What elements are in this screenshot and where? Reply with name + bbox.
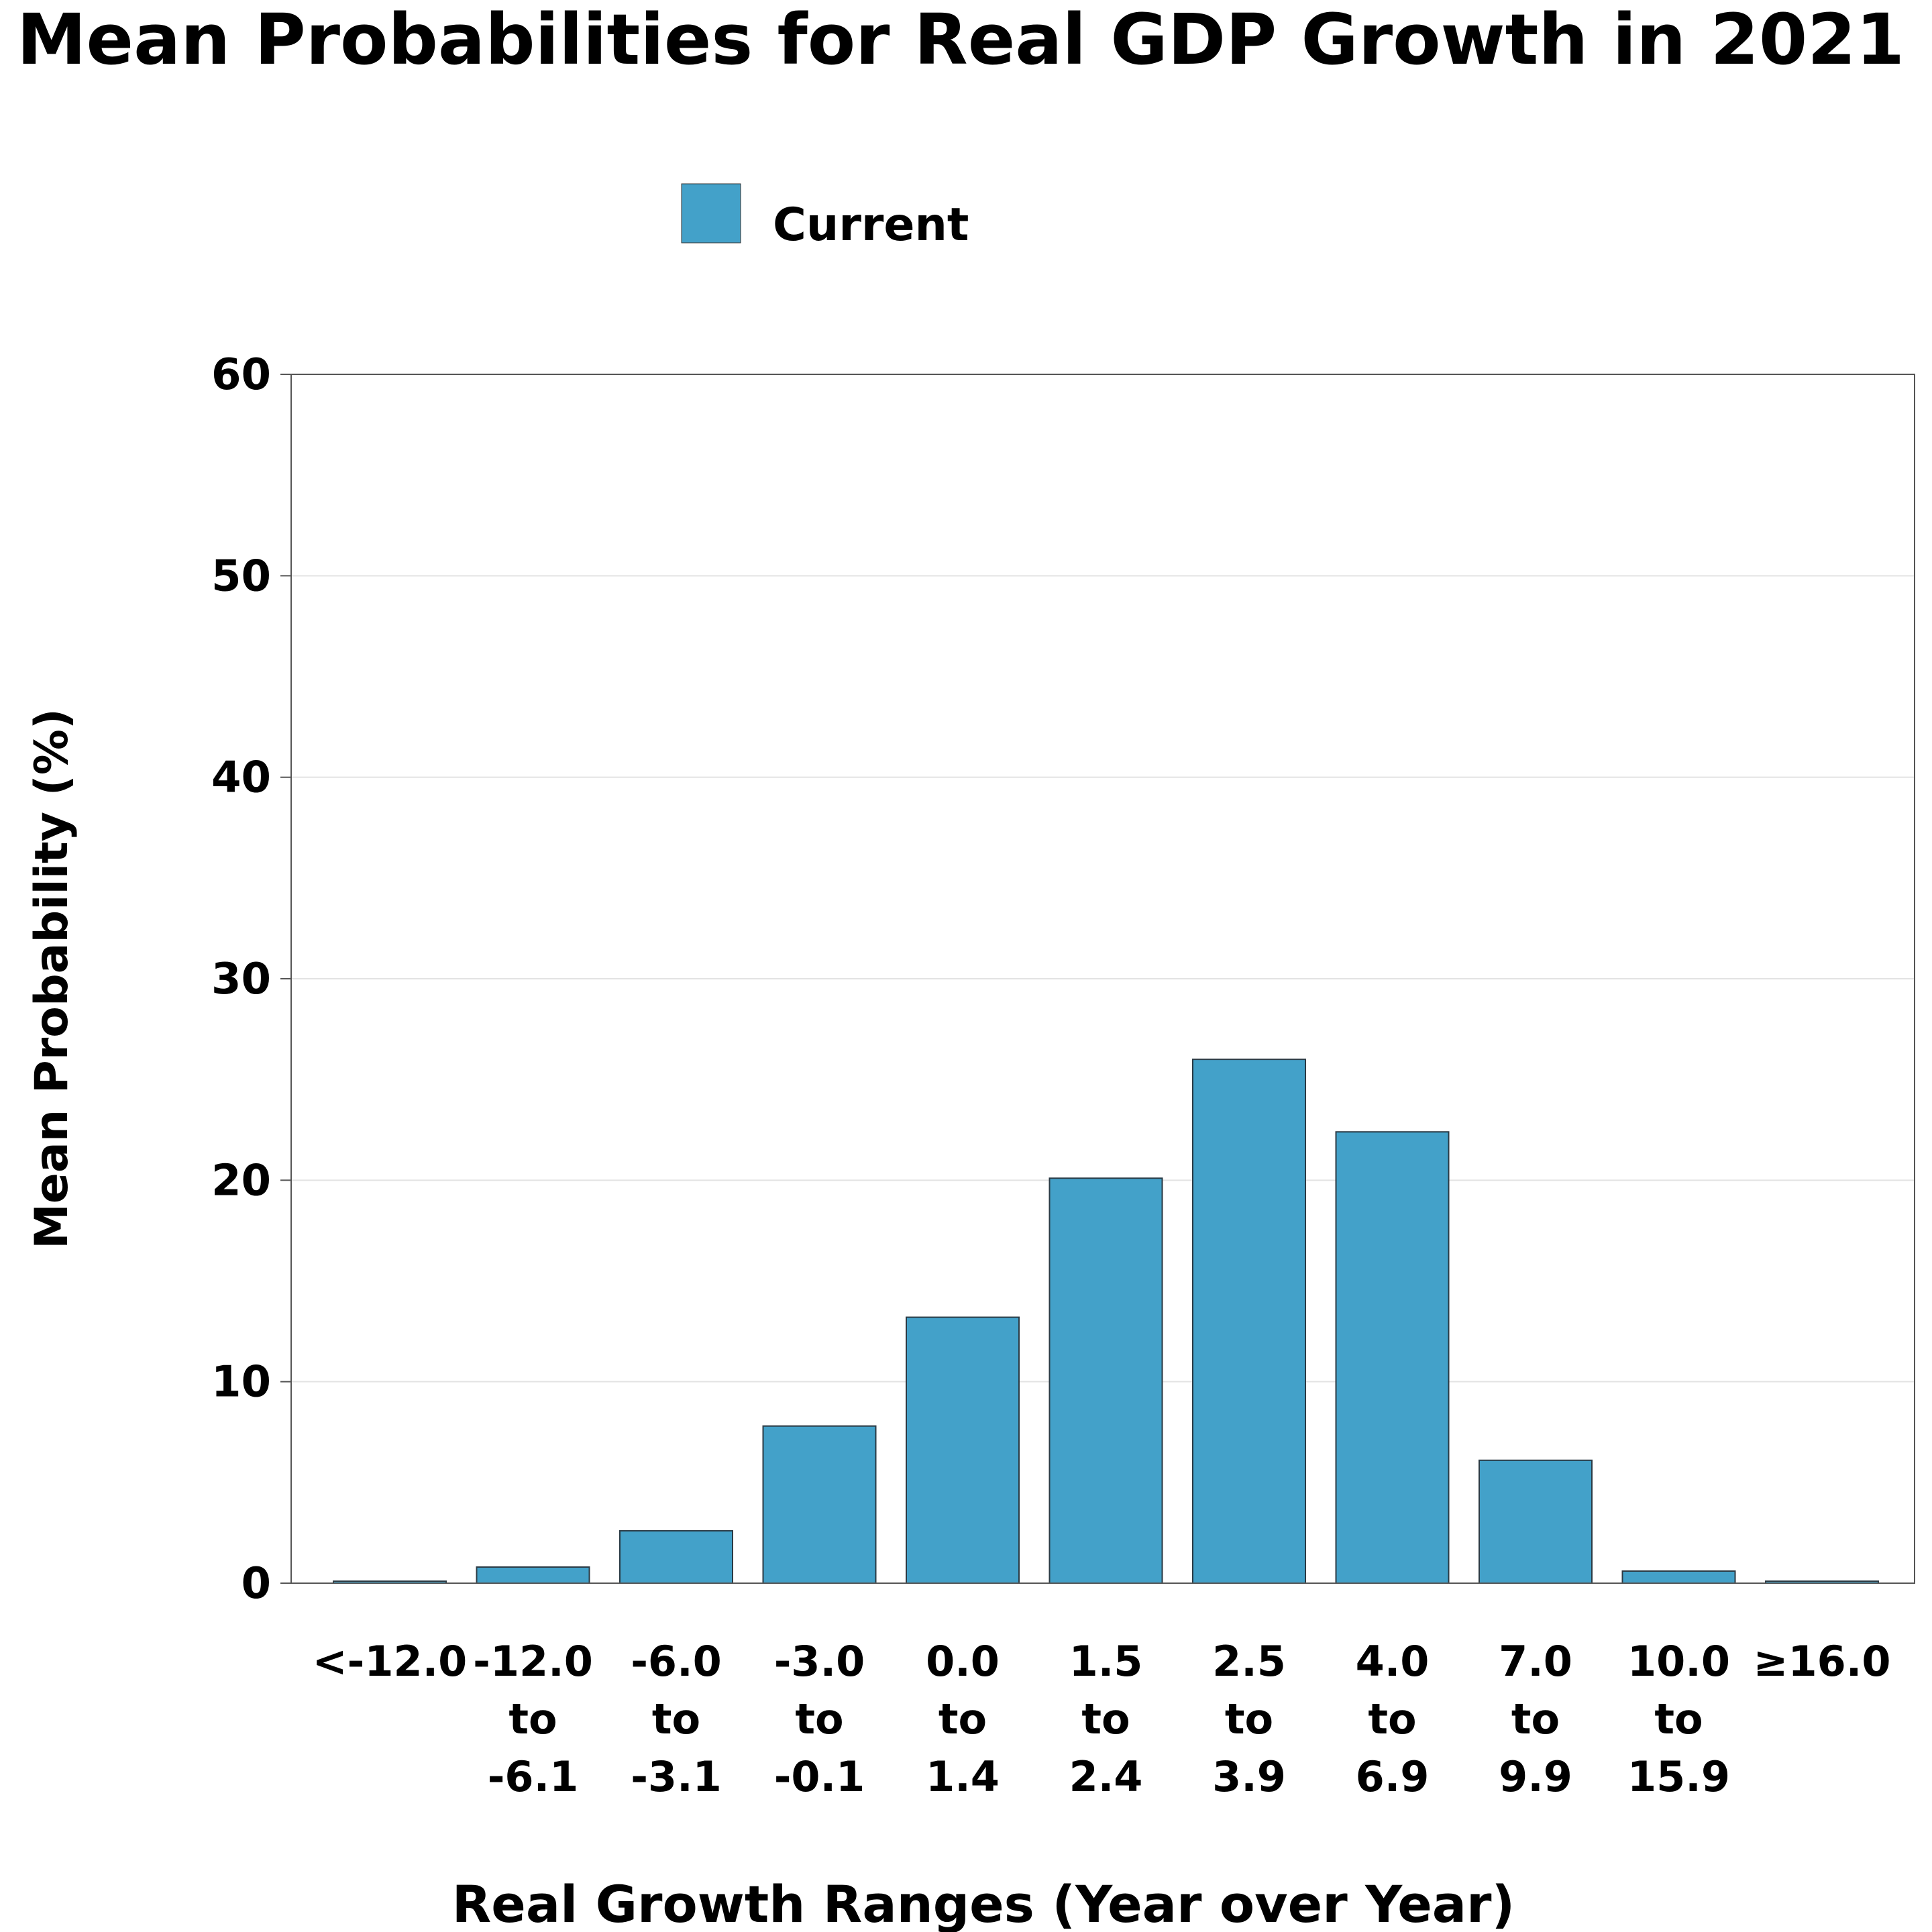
x-tick-label: -0.1 [774, 1752, 865, 1801]
x-tick-label: to [1654, 1695, 1703, 1743]
bar [1335, 1131, 1450, 1584]
legend-label-current: Current [773, 199, 969, 252]
y-axis-title: Mean Probability (%) [25, 708, 78, 1249]
x-tick-label: 0.0 [926, 1637, 1000, 1686]
x-tick-label: to [938, 1695, 987, 1743]
x-tick-label: to [508, 1695, 557, 1743]
x-tick-label: <-12.0 [313, 1637, 468, 1686]
x-tick-label: 2.5 [1212, 1637, 1286, 1686]
x-tick-label: 4.0 [1356, 1637, 1430, 1686]
x-tick-label: -3.0 [774, 1637, 865, 1686]
x-tick-label: to [795, 1695, 843, 1743]
chart-title: Mean Probabilities for Real GDP Growth i… [17, 0, 1904, 80]
x-axis-title: Real Growth Ranges (Year over Year) [452, 1874, 1515, 1932]
x-tick-label: to [652, 1695, 700, 1743]
y-tick-label: 20 [211, 1156, 271, 1205]
x-tick-label: 1.5 [1069, 1637, 1143, 1686]
bar [906, 1316, 1020, 1585]
x-tick-label: -12.0 [473, 1637, 593, 1686]
x-tick-label: 6.9 [1356, 1752, 1430, 1801]
x-tick-label: 15.9 [1627, 1752, 1730, 1801]
bar [1192, 1059, 1306, 1584]
legend-swatch-current [681, 183, 741, 244]
y-tick-label: 50 [211, 551, 271, 601]
x-tick-label: ≥16.0 [1754, 1637, 1891, 1686]
x-tick-label: 1.4 [926, 1752, 1000, 1801]
bar [762, 1425, 877, 1584]
x-tick-label: -6.0 [631, 1637, 722, 1686]
x-tick-label: -3.1 [631, 1752, 722, 1801]
x-tick-label: 3.9 [1212, 1752, 1286, 1801]
bar [619, 1529, 733, 1584]
x-tick-label: 7.0 [1499, 1637, 1572, 1686]
y-tick-label: 40 [211, 753, 271, 803]
x-tick-label: to [1368, 1695, 1416, 1743]
y-tick-label: 0 [241, 1559, 271, 1609]
y-tick-label: 30 [211, 955, 271, 1004]
bar [1049, 1177, 1163, 1584]
x-tick-label: to [1081, 1695, 1130, 1743]
x-tick-label: to [1225, 1695, 1273, 1743]
gridlines [291, 575, 1915, 1383]
legend: Current [681, 183, 969, 252]
bar [1621, 1570, 1736, 1584]
x-axis-ticks: <-12.0 -12.0 to -6.1 -6.0 to -3.1 -3.0 to -0.1 0.0… [313, 1637, 1891, 1801]
x-tick-label: to [1511, 1695, 1560, 1743]
x-tick-label: 2.4 [1069, 1752, 1143, 1801]
x-tick-label: 10.0 [1627, 1637, 1730, 1686]
y-tick-label: 60 [211, 350, 271, 400]
x-tick-label: -6.1 [488, 1752, 579, 1801]
bar [1479, 1459, 1593, 1584]
y-tick-label: 10 [211, 1358, 271, 1407]
bar [476, 1566, 590, 1585]
bars [333, 1059, 1879, 1585]
x-tick-label: 9.9 [1499, 1752, 1572, 1801]
y-axis-ticks: 0 10 20 30 40 50 60 [211, 350, 291, 1609]
